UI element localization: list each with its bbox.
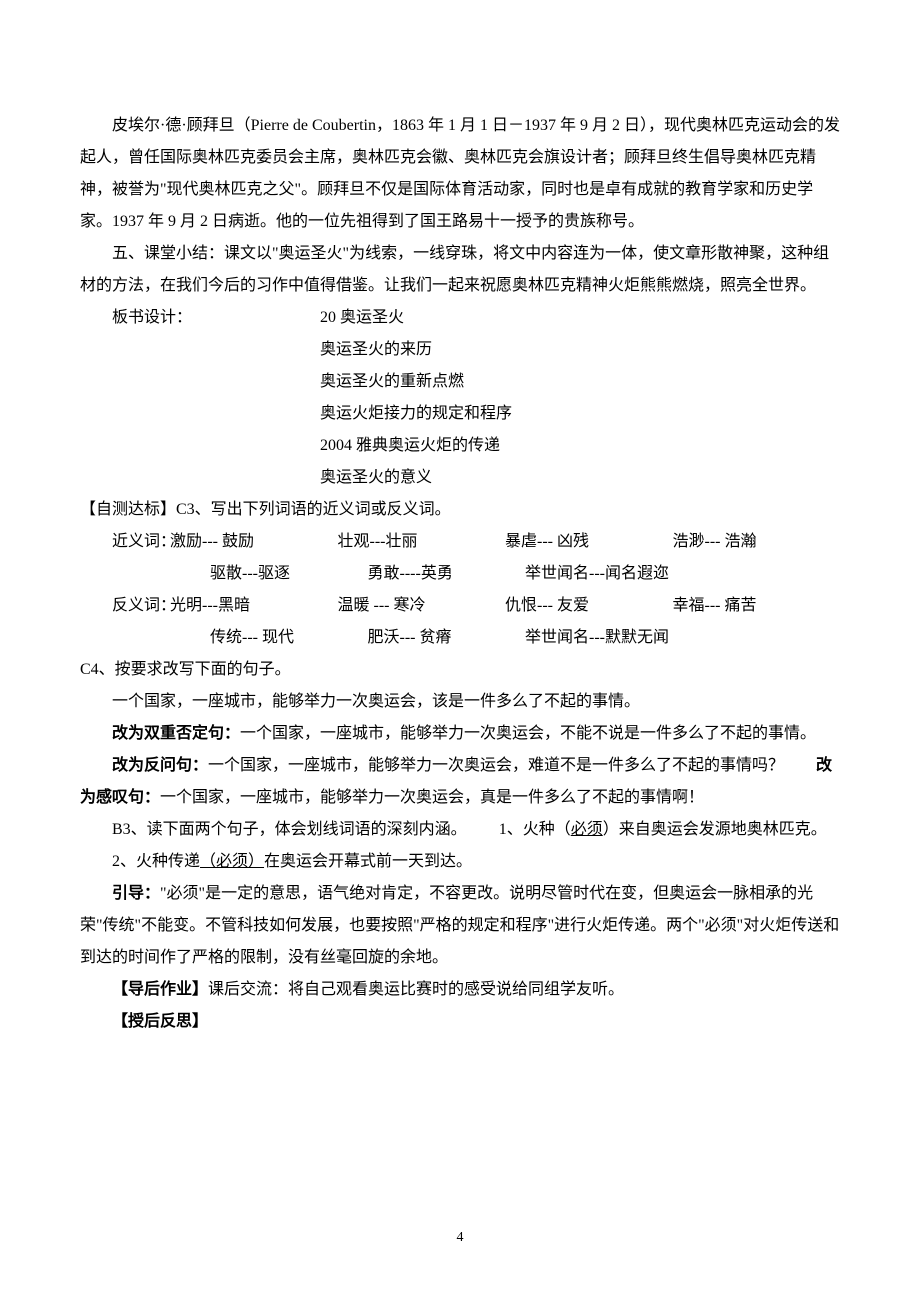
syn-1-3: 暴虐--- 凶残 [505, 526, 673, 558]
b3-block: B3、读下面两个句子，体会划线词语的深刻内涵。 1、火种（必须）来自奥运会发源地奥… [80, 814, 840, 878]
syn-1-1: 激励--- 鼓励 [170, 526, 338, 558]
board-line-4: 2004 雅典奥运火炬的传递 [80, 430, 840, 462]
c4-rewrite-block: 改为双重否定句：一个国家，一座城市，能够举力一次奥运会，不能不说是一件多么了不起… [80, 718, 840, 814]
guide-text: "必须"是一定的意思，语气绝对肯定，不容更改。说明尽管时代在变，但奥运会一脉相承… [80, 885, 839, 966]
board-label: 板书设计： [80, 302, 300, 334]
ant-2-1: 传统--- 现代 [210, 622, 368, 654]
ant-1-3: 仇恨--- 友爱 [505, 590, 673, 622]
syn-2-1: 驱散---驱逐 [210, 558, 368, 590]
paragraph-coubertin: 皮埃尔·德·顾拜旦（Pierre de Coubertin，1863 年 1 月… [80, 110, 840, 238]
syn-1-2: 壮观---壮丽 [338, 526, 506, 558]
synonym-row-2: 驱散---驱逐 勇敢----英勇 举世闻名---闻名遐迩 [80, 558, 840, 590]
excl-text: 一个国家，一座城市，能够举力一次奥运会，真是一件多么了不起的事情啊！ [160, 789, 704, 806]
reflection-label: 【授后反思】 [112, 1013, 208, 1030]
rhet-text: 一个国家，一座城市，能够举力一次奥运会，难道不是一件多么了不起的事情吗？ [208, 757, 784, 774]
double-neg-text: 一个国家，一座城市，能够举力一次奥运会，不能不说是一件多么了不起的事情。 [240, 725, 816, 742]
c4-original: 一个国家，一座城市，能够举力一次奥运会，该是一件多么了不起的事情。 [80, 686, 840, 718]
b3-s2-underline: （必须） [200, 853, 264, 870]
rhet-label: 改为反问句： [112, 757, 208, 774]
reflection-paragraph: 【授后反思】 [80, 1006, 840, 1038]
b3-s2b: 在奥运会开幕式前一天到达。 [264, 853, 472, 870]
antonym-row-1: 反义词： 光明---黑暗 温暖 --- 寒冷 仇恨--- 友爱 幸福--- 痛苦 [80, 590, 840, 622]
board-title: 20 奥运圣火 [300, 302, 404, 334]
b3-s1-underline: 必须 [571, 821, 603, 838]
b3-lead: B3、读下面两个句子，体会划线词语的深刻内涵。 [112, 821, 467, 838]
document-page: 皮埃尔·德·顾拜旦（Pierre de Coubertin，1863 年 1 月… [0, 0, 920, 1302]
antonym-label: 反义词： [80, 590, 170, 622]
ant-2-2: 肥沃--- 贫瘠 [368, 622, 526, 654]
syn-2-3: 举世闻名---闻名遐迩 [525, 558, 840, 590]
ant-1-4: 幸福--- 痛苦 [673, 590, 841, 622]
board-line-3: 奥运火炬接力的规定和程序 [80, 398, 840, 430]
guide-paragraph: 引导："必须"是一定的意思，语气绝对肯定，不容更改。说明尽管时代在变，但奥运会一… [80, 878, 840, 974]
board-line-1: 奥运圣火的来历 [80, 334, 840, 366]
homework-label: 【导后作业】 [112, 981, 208, 998]
ant-2-3: 举世闻名---默默无闻 [525, 622, 840, 654]
homework-text: 课后交流：将自己观看奥运比赛时的感受说给同组学友听。 [208, 981, 624, 998]
guide-label: 引导： [112, 885, 160, 902]
homework-paragraph: 【导后作业】课后交流：将自己观看奥运比赛时的感受说给同组学友听。 [80, 974, 840, 1006]
ant-1-2: 温暖 --- 寒冷 [338, 590, 506, 622]
syn-2-2: 勇敢----英勇 [368, 558, 526, 590]
c4-heading: C4、按要求改写下面的句子。 [80, 654, 840, 686]
b3-s1b: ）来自奥运会发源地奥林匹克。 [603, 821, 827, 838]
page-number: 4 [0, 1224, 920, 1252]
syn-1-4: 浩渺--- 浩瀚 [673, 526, 841, 558]
board-line-2: 奥运圣火的重新点燃 [80, 366, 840, 398]
b3-s2a: 2、火种传递 [112, 853, 200, 870]
synonym-label: 近义词： [80, 526, 170, 558]
double-neg-label: 改为双重否定句： [112, 725, 240, 742]
board-line-5: 奥运圣火的意义 [80, 462, 840, 494]
b3-s1a: 1、火种（ [499, 821, 571, 838]
ant-1-1: 光明---黑暗 [170, 590, 338, 622]
selftest-heading: 【自测达标】C3、写出下列词语的近义词或反义词。 [80, 494, 840, 526]
synonym-row-1: 近义词： 激励--- 鼓励 壮观---壮丽 暴虐--- 凶残 浩渺--- 浩瀚 [80, 526, 840, 558]
antonym-row-2: 传统--- 现代 肥沃--- 贫瘠 举世闻名---默默无闻 [80, 622, 840, 654]
paragraph-summary: 五、课堂小结：课文以"奥运圣火"为线索，一线穿珠，将文中内容连为一体，使文章形散… [80, 238, 840, 302]
board-design-row: 板书设计： 20 奥运圣火 [80, 302, 840, 334]
